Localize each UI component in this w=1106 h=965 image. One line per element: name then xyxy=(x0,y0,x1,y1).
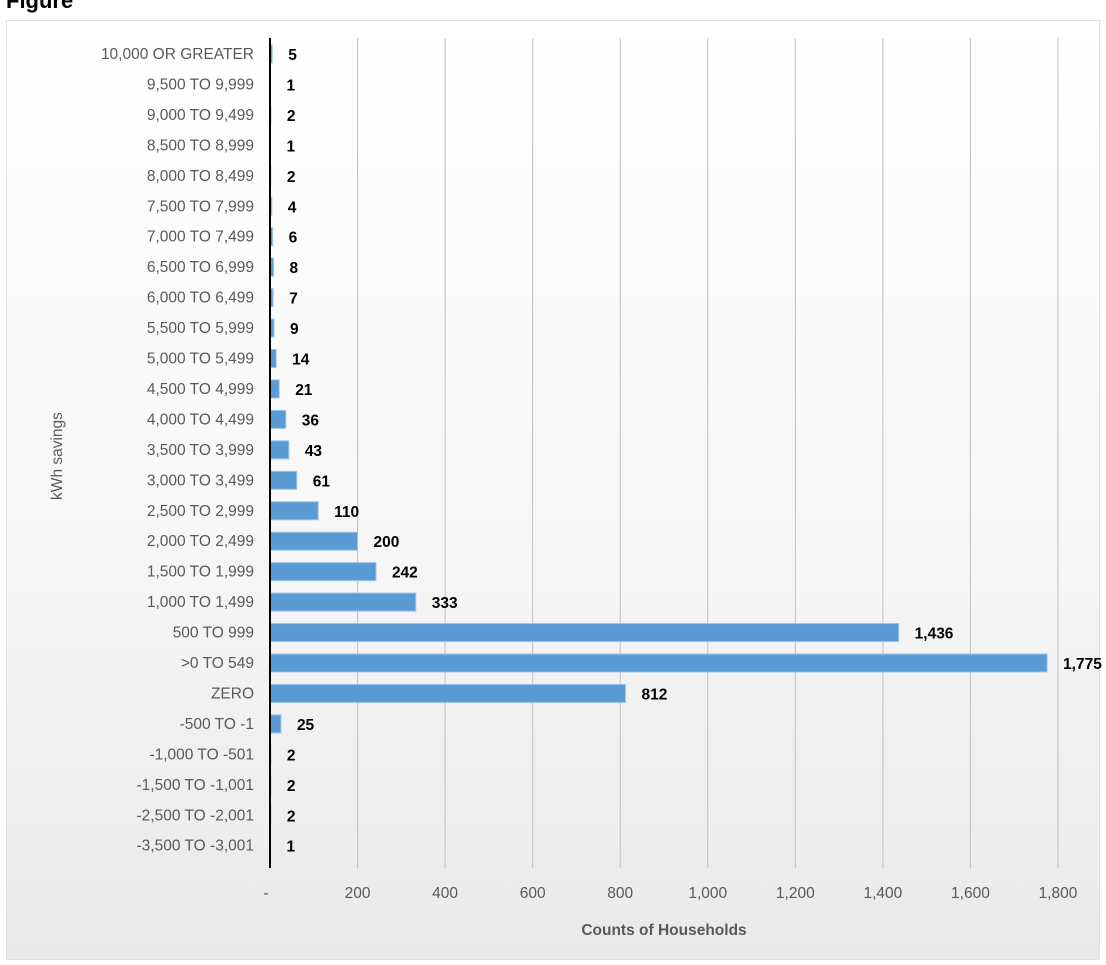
value-label: 2 xyxy=(287,747,296,764)
category-label: 8,000 TO 8,499 xyxy=(147,168,254,185)
value-label: 2 xyxy=(287,108,296,125)
category-label: 5,000 TO 5,499 xyxy=(147,351,254,368)
value-label: 1 xyxy=(286,77,295,94)
category-label: 9,500 TO 9,999 xyxy=(147,76,254,93)
bar xyxy=(269,501,319,521)
x-tick-label: 200 xyxy=(345,885,371,902)
category-label: -500 TO -1 xyxy=(180,716,254,733)
value-label: 8 xyxy=(290,260,299,277)
value-label: 5 xyxy=(288,47,297,64)
value-label: 1 xyxy=(286,839,295,856)
chart-frame xyxy=(6,20,1100,960)
category-label: 8,500 TO 8,999 xyxy=(147,137,254,154)
bar xyxy=(269,531,359,551)
x-tick-label: 1,600 xyxy=(951,885,990,902)
value-label: 6 xyxy=(289,230,298,247)
value-label: 2 xyxy=(287,778,296,795)
bar xyxy=(269,470,298,490)
value-label: 242 xyxy=(392,565,418,582)
value-label: 14 xyxy=(292,352,310,369)
y-axis-label: kWh savings xyxy=(49,412,66,500)
category-label: ZERO xyxy=(211,685,254,702)
category-label: -1,000 TO -501 xyxy=(149,746,254,763)
top-caption-strip: Figure xyxy=(0,0,1106,22)
bars xyxy=(269,44,1048,856)
gridlines xyxy=(357,38,1059,868)
category-label: 2,000 TO 2,499 xyxy=(147,533,254,550)
value-label: 1 xyxy=(286,138,295,155)
category-label: 1,000 TO 1,499 xyxy=(147,594,254,611)
category-label: >0 TO 549 xyxy=(181,655,254,672)
value-label: 25 xyxy=(297,717,315,734)
value-label: 61 xyxy=(313,473,331,490)
bar xyxy=(269,683,626,703)
value-label: 333 xyxy=(432,595,458,612)
category-label: 4,000 TO 4,499 xyxy=(147,411,254,428)
x-tick-label: 800 xyxy=(607,885,633,902)
bar xyxy=(269,623,900,643)
x-tick-label: 1,800 xyxy=(1039,885,1078,902)
category-label: 6,500 TO 6,999 xyxy=(147,259,254,276)
category-label: 3,000 TO 3,499 xyxy=(147,472,254,489)
bar xyxy=(269,409,287,429)
category-labels: 10,000 OR GREATER 9,500 TO 9,999 9,000 TO … xyxy=(101,46,254,855)
bar xyxy=(269,379,280,399)
value-label: 200 xyxy=(374,534,400,551)
x-tick-label: 1,000 xyxy=(688,885,727,902)
category-label: -3,500 TO -3,001 xyxy=(137,838,254,855)
category-label: 6,000 TO 6,499 xyxy=(147,290,254,307)
x-tick-label: 1,200 xyxy=(776,885,815,902)
value-label: 9 xyxy=(290,321,299,338)
category-label: 5,500 TO 5,999 xyxy=(147,320,254,337)
category-label: 9,000 TO 9,499 xyxy=(147,107,254,124)
value-label: 43 xyxy=(305,443,323,460)
x-tick-label: 1,400 xyxy=(863,885,902,902)
value-label: 7 xyxy=(289,291,298,308)
value-label: 2 xyxy=(287,169,296,186)
bar xyxy=(269,714,282,734)
x-tick-label: - xyxy=(263,885,268,902)
x-tick-label: 600 xyxy=(520,885,546,902)
value-label: 1,775 xyxy=(1063,656,1102,673)
bar xyxy=(269,440,290,460)
category-label: 1,500 TO 1,999 xyxy=(147,564,254,581)
category-label: -2,500 TO -2,001 xyxy=(137,807,254,824)
category-label: 2,500 TO 2,999 xyxy=(147,503,254,520)
x-axis-label: Counts of Households xyxy=(581,922,746,939)
category-label: 10,000 OR GREATER xyxy=(101,46,254,63)
value-label: 36 xyxy=(302,412,320,429)
category-label: 3,500 TO 3,999 xyxy=(147,442,254,459)
value-label: 1,436 xyxy=(915,626,954,643)
x-tick-label: 400 xyxy=(432,885,458,902)
value-label: 812 xyxy=(641,686,667,703)
value-label: 2 xyxy=(287,808,296,825)
figure-caption: Figure xyxy=(6,0,74,13)
category-label: 7,500 TO 7,999 xyxy=(147,198,254,215)
value-label: 4 xyxy=(288,199,297,216)
value-labels: 512124687914213643611102002423331,4361,7… xyxy=(286,47,1102,856)
category-label: 500 TO 999 xyxy=(173,625,254,642)
bar xyxy=(269,653,1048,673)
category-label: 7,000 TO 7,499 xyxy=(147,229,254,246)
value-label: 21 xyxy=(295,382,313,399)
x-tick-labels: - 200 400 600 800 1,000 1,200 1,400 1,600 1,800 xyxy=(263,885,1077,902)
value-label: 110 xyxy=(334,504,359,521)
category-label: -1,500 TO -1,001 xyxy=(137,777,254,794)
bar xyxy=(269,562,377,582)
bar xyxy=(269,592,417,612)
category-label: 4,500 TO 4,999 xyxy=(147,381,254,398)
